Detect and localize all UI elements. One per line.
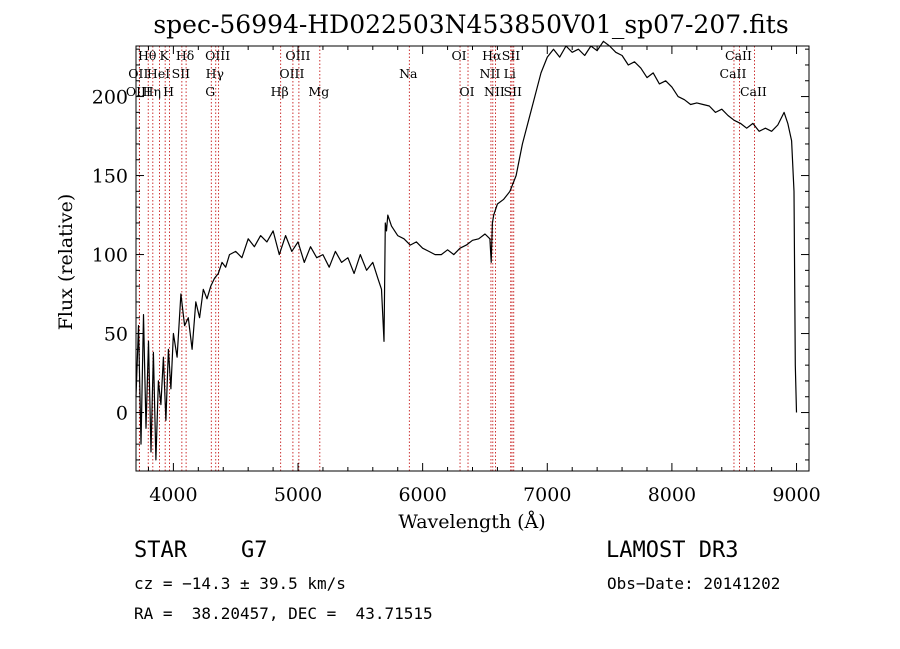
line-label-24: SII [504,84,523,99]
x-axis-ticks: 4000 5000 6000 7000 8000 9000 [147,46,821,506]
line-label-4: HeI [147,66,170,81]
line-label-22: SII [502,48,521,63]
line-label-21: NII [484,84,505,99]
y-tick-label-3: 150 [92,166,128,188]
line-label-12: Hβ [271,84,289,99]
x-tick-label-0: 4000 [149,484,197,506]
line-label-9: OIII [205,48,230,63]
object-subclass: G7 [241,538,268,563]
line-label-14: OIII [279,66,304,81]
ra-dec-coordinates: RA = 38.20457, DEC = 43.71515 [134,604,433,623]
line-label-10: Hγ [206,66,224,81]
line-label-5: K [159,48,169,63]
line-label-19: Hα [482,48,502,63]
line-label-15: Mg [308,84,329,99]
line-label-20: NII [480,66,501,81]
x-tick-label-5: 9000 [772,484,820,506]
y-tick-label-4: 200 [92,87,128,109]
y-tick-label-0: 0 [116,403,128,425]
spectrum-series-line [135,40,798,461]
line-label-23: Li [504,66,516,81]
object-class: STAR [134,538,187,563]
y-tick-label-2: 100 [92,245,128,267]
y-tick-label-1: 50 [104,324,128,346]
line-label-6: H [163,84,174,99]
redshift-cz: cz = −14.3 ± 39.5 km/s [134,574,346,593]
plot-frame [135,45,810,472]
line-label-3: Hη [143,84,161,99]
line-label-2: OIII [126,84,151,99]
line-label-0: Hθ [138,48,156,63]
y-axis-label: Flux (relative) [55,194,77,331]
x-tick-label-2: 6000 [398,484,446,506]
x-tick-label-1: 5000 [274,484,322,506]
line-label-7: SII [172,66,191,81]
line-label-11: G [205,84,215,99]
x-tick-label-4: 8000 [648,484,696,506]
line-label-1: OII [128,66,148,81]
x-tick-label-3: 7000 [523,484,571,506]
chart-title: spec-56994-HD022503N453850V01_sp07-207.f… [153,10,788,39]
line-label-25: CaII [725,48,752,63]
y-axis-ticks: 0 50 100 150 200 [92,48,809,461]
line-label-16: Na [399,66,418,81]
line-label-17: OI [451,48,466,63]
x-axis-label: Wavelength (Å) [398,511,545,533]
line-label-18: OI [459,84,474,99]
survey-name: LAMOST DR3 [606,538,739,563]
line-label-27: CaII [740,84,767,99]
line-label-13: OIII [285,48,310,63]
line-label-8: Hδ [176,48,194,63]
line-label-26: CaII [720,66,747,81]
observation-date: Obs−Date: 20141202 [607,574,781,593]
spectral-line-markers [138,46,755,471]
